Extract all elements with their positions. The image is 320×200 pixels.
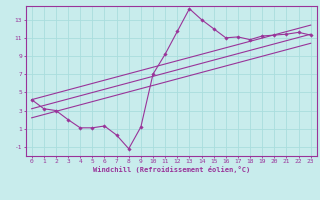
X-axis label: Windchill (Refroidissement éolien,°C): Windchill (Refroidissement éolien,°C): [92, 166, 250, 173]
